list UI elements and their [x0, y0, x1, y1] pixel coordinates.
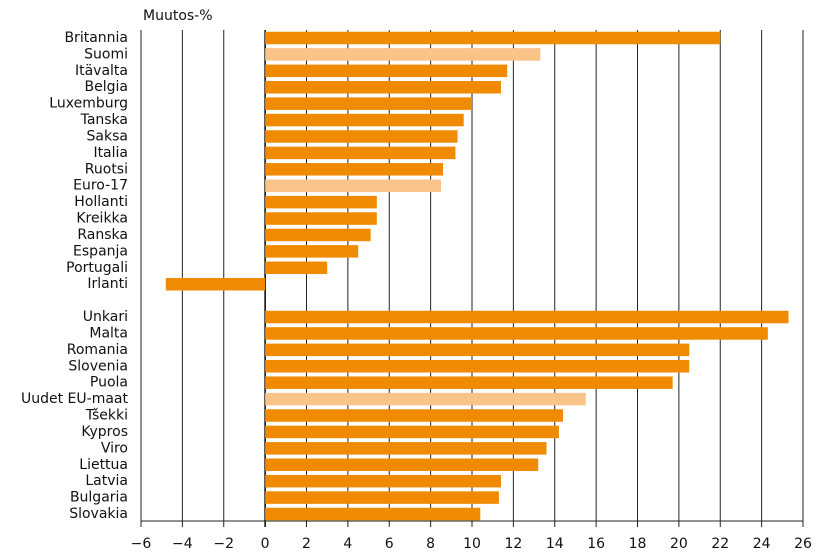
y-tick-label: Uudet EU-maat [21, 391, 129, 407]
x-tick-label: 24 [753, 536, 771, 550]
x-tick-label: −6 [131, 536, 152, 550]
x-tick-label: 20 [670, 536, 688, 550]
x-tick-label: 4 [343, 536, 352, 550]
bar [265, 392, 586, 406]
bar [265, 48, 541, 61]
bar [265, 245, 359, 258]
x-tick-label: 6 [385, 536, 394, 550]
y-tick-label: Hollanti [74, 194, 128, 210]
y-tick-label: Britannia [64, 30, 128, 46]
y-tick-label: Euro-17 [73, 178, 128, 194]
x-tick-label: 14 [546, 536, 564, 550]
x-tick-label: 22 [711, 536, 729, 550]
x-tick-label: −2 [213, 536, 234, 550]
y-tick-label: Kreikka [76, 211, 128, 227]
y-tick-label: Malta [89, 325, 128, 341]
x-tick-label: 8 [426, 536, 435, 550]
bar [265, 97, 472, 110]
x-tick-label: −4 [172, 536, 193, 550]
bar [265, 212, 377, 225]
bar [265, 343, 690, 357]
y-tick-label: Ranska [77, 227, 128, 243]
x-tick-label: 2 [302, 536, 311, 550]
bar [265, 310, 789, 324]
bar [265, 195, 377, 209]
y-tick-label: Belgia [85, 79, 128, 95]
y-tick-label: Ruotsi [85, 161, 128, 177]
x-tick-label: 26 [794, 536, 812, 550]
bar [265, 146, 456, 160]
bar [265, 64, 508, 78]
bar [265, 179, 441, 192]
y-tick-label: Luxemburg [49, 96, 128, 112]
x-tick-label: 12 [504, 536, 522, 550]
y-tick-label: Slovenia [68, 358, 128, 374]
bar [265, 31, 721, 45]
y-tick-label: Italia [93, 145, 128, 161]
bar [265, 80, 501, 94]
bar [265, 163, 444, 176]
bar [265, 474, 501, 488]
y-tick-label: Puola [90, 375, 128, 391]
y-tick-label: Saksa [87, 128, 128, 144]
y-tick-label: Espanja [73, 243, 128, 259]
y-tick-label: Itävalta [75, 63, 128, 79]
y-tick-label: Bulgaria [70, 490, 128, 506]
bar [265, 130, 458, 143]
axis-unit-label: Muutos-% [143, 8, 213, 24]
bar [265, 507, 481, 521]
y-tick-label: Irlanti [87, 276, 128, 292]
y-tick-label: Suomi [84, 46, 128, 62]
bar [265, 327, 768, 340]
bar [265, 425, 559, 439]
y-tick-label: Liettua [79, 457, 128, 473]
y-tick-label: Slovakia [69, 506, 128, 522]
x-tick-label: 18 [629, 536, 647, 550]
bar [265, 261, 328, 275]
bar [265, 376, 673, 389]
bar [265, 113, 464, 127]
y-tick-label: Kypros [81, 424, 128, 440]
y-tick-label: Tanska [80, 112, 128, 128]
bar [265, 360, 690, 373]
y-tick-label: Portugali [66, 260, 128, 276]
y-tick-label: Unkari [83, 309, 128, 325]
bar [265, 409, 564, 422]
y-tick-label: Viro [101, 440, 128, 456]
y-tick-label: Romania [67, 342, 128, 358]
bar [165, 277, 266, 291]
bar [265, 458, 539, 472]
bar [265, 228, 371, 242]
x-tick-label: 16 [587, 536, 605, 550]
y-tick-label: Latvia [85, 473, 128, 489]
x-tick-label: 10 [463, 536, 481, 550]
bar [265, 491, 499, 504]
x-tick-label: 0 [261, 536, 270, 550]
bar [265, 442, 547, 455]
y-tick-label: Tšekki [85, 408, 128, 424]
